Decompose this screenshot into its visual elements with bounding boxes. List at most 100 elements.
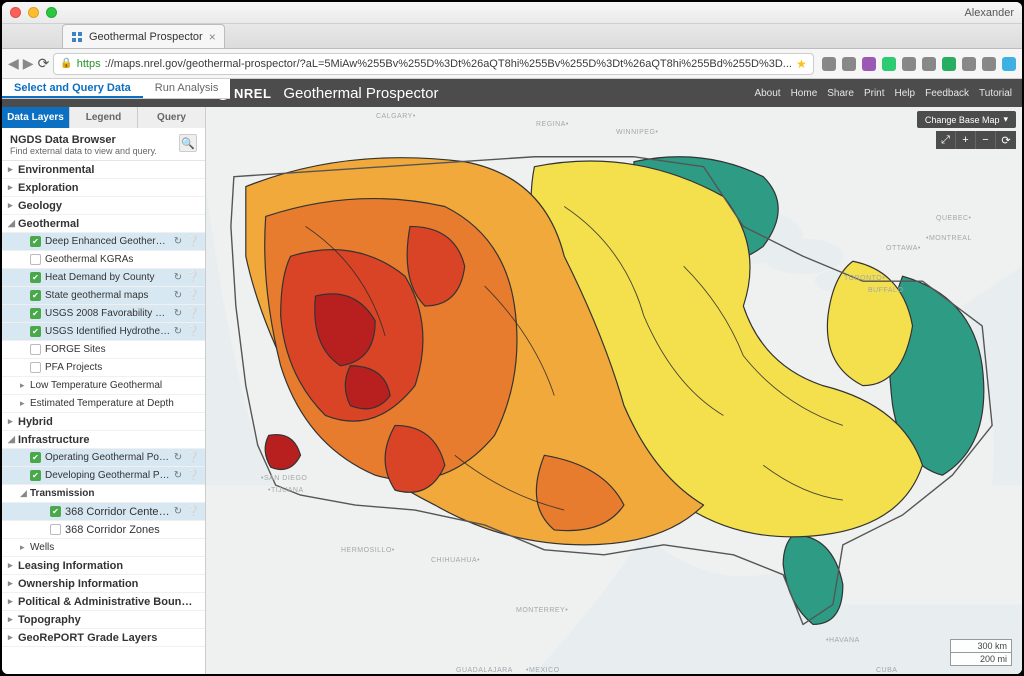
tree-item[interactable]: PFA Projects	[2, 359, 205, 377]
help-icon[interactable]: ❔	[187, 236, 199, 247]
refresh-icon[interactable]: ↻	[172, 470, 184, 481]
tree-group[interactable]: ▸Hybrid	[2, 413, 205, 431]
layer-checkbox[interactable]: ✔	[30, 236, 41, 247]
tree-group[interactable]: ▸Leasing Information	[2, 557, 205, 575]
tree-group[interactable]: ▸Ownership Information	[2, 575, 205, 593]
tree-item[interactable]: ✔ Developing Geothermal Projects↻❔	[2, 467, 205, 485]
tab-select-query[interactable]: Select and Query Data	[2, 79, 143, 98]
refresh-icon[interactable]: ↻	[172, 290, 184, 301]
extension-icon[interactable]	[1002, 57, 1016, 71]
layer-checkbox[interactable]	[50, 524, 61, 535]
refresh-icon[interactable]: ↻	[172, 308, 184, 319]
forward-button[interactable]: ▶	[23, 53, 34, 75]
browser-tab[interactable]: Geothermal Prospector ×	[62, 24, 225, 48]
extension-icon[interactable]	[822, 57, 836, 71]
tab-run-analysis[interactable]: Run Analysis	[143, 79, 231, 98]
header-link-home[interactable]: Home	[791, 88, 818, 99]
extension-icon[interactable]	[842, 57, 856, 71]
map-city-label: •TIJUANA	[268, 487, 304, 494]
tree-group[interactable]: ◢Infrastructure	[2, 431, 205, 449]
help-icon[interactable]: ❔	[187, 290, 199, 301]
window-controls[interactable]	[10, 7, 57, 18]
header-link-tutorial[interactable]: Tutorial	[979, 88, 1012, 99]
extension-icon[interactable]	[942, 57, 956, 71]
tree-group[interactable]: ▸Environmental	[2, 161, 205, 179]
tree-item[interactable]: ✔USGS 2008 Favorability Map↻❔	[2, 305, 205, 323]
layer-checkbox[interactable]: ✔	[30, 326, 41, 337]
tree-group[interactable]: ▸Topography	[2, 611, 205, 629]
map-city-label: TORONTO•	[844, 275, 885, 282]
layer-checkbox[interactable]	[30, 254, 41, 265]
help-icon[interactable]: ❔	[187, 308, 199, 319]
tree-item[interactable]: ✔Heat Demand by County↻❔	[2, 269, 205, 287]
reload-button[interactable]: ⟳	[38, 53, 50, 75]
zoom-reset-button[interactable]: ⟳	[996, 131, 1016, 149]
tree-group[interactable]: ▸Exploration	[2, 179, 205, 197]
help-icon[interactable]: ❔	[187, 272, 199, 283]
tree-item[interactable]: ✔USGS Identified Hydrothermal↻❔	[2, 323, 205, 341]
tree-item[interactable]: ▸Estimated Temperature at Depth	[2, 395, 205, 413]
tree-item[interactable]: ◢Transmission	[2, 485, 205, 503]
layer-checkbox[interactable]: ✔	[30, 290, 41, 301]
tree-group[interactable]: ▸Political & Administrative Boundaries	[2, 593, 205, 611]
tree-label: GeoRePORT Grade Layers	[18, 632, 199, 644]
refresh-icon[interactable]: ↻	[172, 272, 184, 283]
refresh-icon[interactable]: ↻	[172, 506, 184, 517]
help-icon[interactable]: ❔	[187, 452, 199, 463]
tree-group[interactable]: ◢Geothermal	[2, 215, 205, 233]
tree-item[interactable]: ✔State geothermal maps↻❔	[2, 287, 205, 305]
sidebar-tab-query[interactable]: Query	[138, 107, 205, 128]
extension-icon[interactable]	[862, 57, 876, 71]
extension-icon[interactable]	[882, 57, 896, 71]
url-bar[interactable]: 🔒 https ://maps.nrel.gov/geothermal-pros…	[53, 53, 813, 75]
header-link-about[interactable]: About	[754, 88, 780, 99]
tree-item[interactable]: ✔Operating Geothermal Power Plants↻❔	[2, 449, 205, 467]
header-link-share[interactable]: Share	[827, 88, 854, 99]
help-icon[interactable]: ❔	[187, 470, 199, 481]
tree-item[interactable]: ▸Wells	[2, 539, 205, 557]
zoom-extent-button[interactable]: ⤢	[936, 131, 956, 149]
layer-checkbox[interactable]: ✔	[30, 452, 41, 463]
layer-checkbox[interactable]	[30, 362, 41, 373]
tree-item[interactable]: Geothermal KGRAs	[2, 251, 205, 269]
layer-checkbox[interactable]: ✔	[50, 506, 61, 517]
search-icon[interactable]: 🔍	[179, 134, 197, 152]
tree-item[interactable]: ✔Deep Enhanced Geothermal Potential↻❔	[2, 233, 205, 251]
sidebar-tab-legend[interactable]: Legend	[70, 107, 138, 128]
refresh-icon[interactable]: ↻	[172, 326, 184, 337]
zoom-out-button[interactable]: −	[976, 131, 996, 149]
tree-item[interactable]: ✔368 Corridor Centerlines↻❔	[2, 503, 205, 521]
tree-item[interactable]: ▸Low Temperature Geothermal	[2, 377, 205, 395]
header-link-print[interactable]: Print	[864, 88, 885, 99]
header-link-feedback[interactable]: Feedback	[925, 88, 969, 99]
sidebar-tab-data-layers[interactable]: Data Layers	[2, 107, 70, 128]
close-window-icon[interactable]	[10, 7, 21, 18]
layer-checkbox[interactable]: ✔	[30, 470, 41, 481]
help-icon[interactable]: ❔	[187, 326, 199, 337]
layer-checkbox[interactable]: ✔	[30, 308, 41, 319]
extension-icon[interactable]	[922, 57, 936, 71]
tree-item[interactable]: FORGE Sites	[2, 341, 205, 359]
zoom-in-button[interactable]: +	[956, 131, 976, 149]
close-tab-icon[interactable]: ×	[209, 30, 216, 44]
tree-group[interactable]: ▸GeoRePORT Grade Layers	[2, 629, 205, 647]
tree-item[interactable]: 368 Corridor Zones	[2, 521, 205, 539]
tree-label: FORGE Sites	[45, 344, 199, 355]
help-icon[interactable]: ❔	[187, 506, 199, 517]
basemap-button[interactable]: Change Base Map ▾	[917, 111, 1016, 128]
extension-icon[interactable]	[962, 57, 976, 71]
header-link-help[interactable]: Help	[895, 88, 916, 99]
bookmark-star-icon[interactable]: ★	[796, 57, 807, 71]
layer-checkbox[interactable]	[30, 344, 41, 355]
layer-checkbox[interactable]: ✔	[30, 272, 41, 283]
tree-label: Developing Geothermal Projects	[45, 470, 172, 481]
extension-icon[interactable]	[902, 57, 916, 71]
maximize-window-icon[interactable]	[46, 7, 57, 18]
refresh-icon[interactable]: ↻	[172, 452, 184, 463]
map-canvas[interactable]: CALGARY•REGINA•WINNIPEG•QUEBEC••MONTREAL…	[206, 107, 1022, 674]
back-button[interactable]: ◀	[8, 53, 19, 75]
extension-icon[interactable]	[982, 57, 996, 71]
minimize-window-icon[interactable]	[28, 7, 39, 18]
tree-group[interactable]: ▸Geology	[2, 197, 205, 215]
refresh-icon[interactable]: ↻	[172, 236, 184, 247]
